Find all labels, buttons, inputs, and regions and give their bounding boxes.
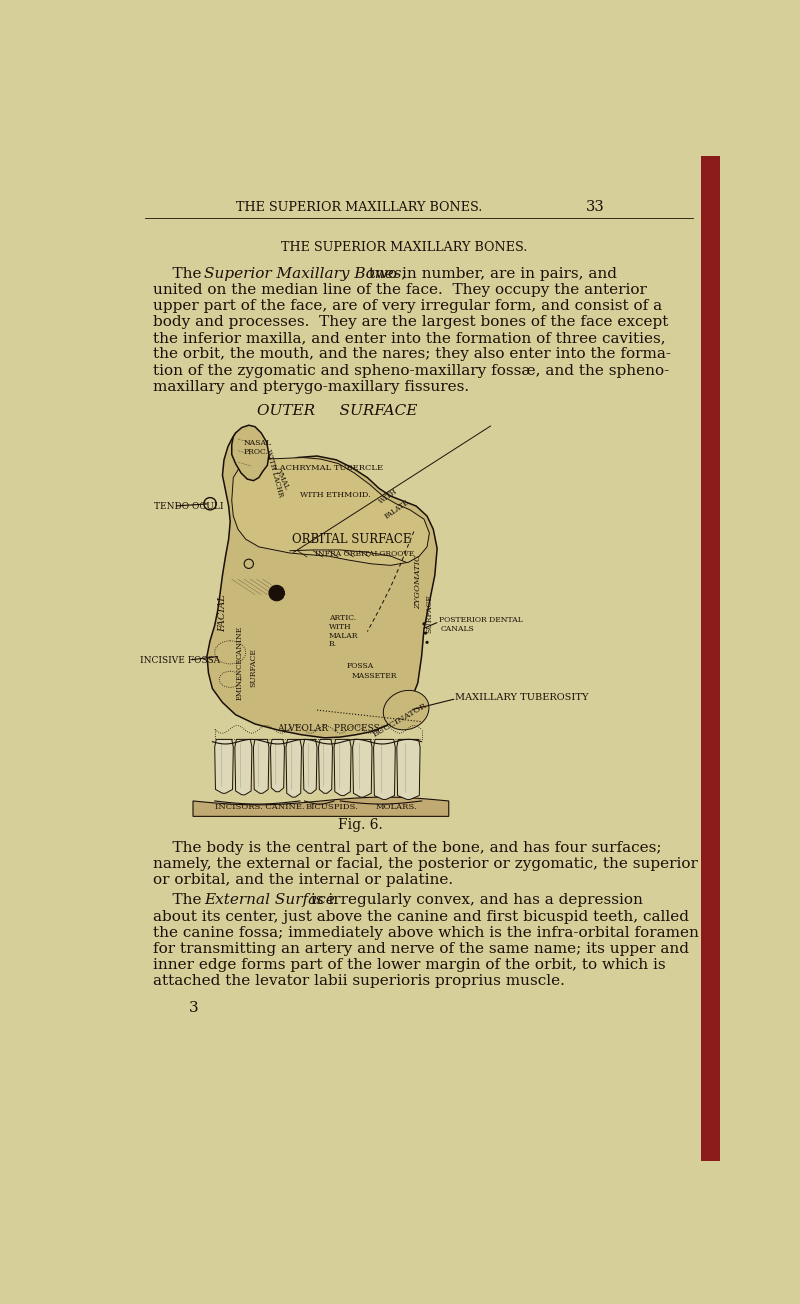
Text: MAXILLARY TUBEROSITY: MAXILLARY TUBEROSITY xyxy=(455,694,589,702)
Polygon shape xyxy=(374,739,395,799)
Text: FACIAL: FACIAL xyxy=(218,595,227,632)
Polygon shape xyxy=(193,797,449,816)
Text: PALATE: PALATE xyxy=(383,498,410,522)
Text: about its center, just above the canine and first bicuspid teeth, called: about its center, just above the canine … xyxy=(153,910,689,923)
Polygon shape xyxy=(232,458,430,566)
Polygon shape xyxy=(286,739,302,797)
Text: 3: 3 xyxy=(189,1001,198,1016)
Polygon shape xyxy=(303,739,317,793)
Text: namely, the external or facial, the posterior or zygomatic, the superior: namely, the external or facial, the post… xyxy=(153,857,698,871)
Text: MALAR: MALAR xyxy=(329,631,358,639)
Text: ZYGOMATIC: ZYGOMATIC xyxy=(414,554,422,609)
Text: TENDO OCULI: TENDO OCULI xyxy=(154,502,224,511)
Ellipse shape xyxy=(383,690,429,730)
Circle shape xyxy=(422,622,426,626)
Text: BICUSPIDS.: BICUSPIDS. xyxy=(306,802,358,811)
Text: CANALS: CANALS xyxy=(441,626,474,634)
Text: External Surface: External Surface xyxy=(204,893,334,908)
Text: attached the levator labii superioris proprius muscle.: attached the levator labii superioris pr… xyxy=(153,974,565,988)
Text: Fig. 6.: Fig. 6. xyxy=(338,818,382,832)
Polygon shape xyxy=(207,429,437,738)
Text: WITH: WITH xyxy=(329,623,351,631)
Text: maxillary and pterygo-maxillary fissures.: maxillary and pterygo-maxillary fissures… xyxy=(153,379,469,394)
Circle shape xyxy=(424,631,427,635)
Circle shape xyxy=(426,640,429,644)
Text: for transmitting an artery and nerve of the same name; its upper and: for transmitting an artery and nerve of … xyxy=(153,941,689,956)
Text: INFRA ORBITALGROOVE: INFRA ORBITALGROOVE xyxy=(315,550,414,558)
Text: 33: 33 xyxy=(586,201,605,214)
Polygon shape xyxy=(318,739,333,793)
Text: MOLARS.: MOLARS. xyxy=(375,802,417,811)
Text: ORBITAL SURFACE: ORBITAL SURFACE xyxy=(292,533,412,546)
Text: upper part of the face, are of very irregular form, and consist of a: upper part of the face, are of very irre… xyxy=(153,299,662,313)
Text: INCISIVE FOSSA: INCISIVE FOSSA xyxy=(140,656,221,665)
Text: FOSSA: FOSSA xyxy=(346,662,374,670)
Polygon shape xyxy=(254,739,269,793)
Text: WITH LACHR: WITH LACHR xyxy=(264,449,285,498)
Text: BUCCINATOR: BUCCINATOR xyxy=(371,700,428,738)
Polygon shape xyxy=(353,739,372,797)
Text: NASAL
PROC.: NASAL PROC. xyxy=(243,439,271,456)
Text: The: The xyxy=(153,266,206,280)
Text: SURFACE: SURFACE xyxy=(250,648,258,687)
Polygon shape xyxy=(232,425,269,481)
Text: ALVEOLAR  PROCESS.: ALVEOLAR PROCESS. xyxy=(277,724,382,733)
Text: OUTER     SURFACE: OUTER SURFACE xyxy=(257,404,417,417)
Text: inner edge forms part of the lower margin of the orbit, to which is: inner edge forms part of the lower margi… xyxy=(153,958,666,971)
Text: SURFACE: SURFACE xyxy=(426,595,434,634)
Text: the canine fossa; immediately above which is the infra-orbital foramen: the canine fossa; immediately above whic… xyxy=(153,926,698,940)
Text: the orbit, the mouth, and the nares; they also enter into the forma-: the orbit, the mouth, and the nares; the… xyxy=(153,347,670,361)
Text: POSTERIOR DENTAL: POSTERIOR DENTAL xyxy=(439,617,523,625)
Text: LACHRYMAL TUBERCLE: LACHRYMAL TUBERCLE xyxy=(274,464,383,472)
Text: The body is the central part of the bone, and has four surfaces;: The body is the central part of the bone… xyxy=(153,841,662,855)
Text: the inferior maxilla, and enter into the formation of three cavities,: the inferior maxilla, and enter into the… xyxy=(153,331,666,346)
Text: CANINE: CANINE xyxy=(236,626,244,659)
Text: two in number, are in pairs, and: two in number, are in pairs, and xyxy=(364,266,617,280)
Text: ARTIC.: ARTIC. xyxy=(329,614,356,622)
Polygon shape xyxy=(270,739,285,792)
Text: or orbital, and the internal or palatine.: or orbital, and the internal or palatine… xyxy=(153,874,453,887)
Text: is irregularly convex, and has a depression: is irregularly convex, and has a depress… xyxy=(306,893,643,908)
Text: united on the median line of the face.  They occupy the anterior: united on the median line of the face. T… xyxy=(153,283,646,297)
Text: B.: B. xyxy=(329,640,337,648)
Text: EMINENCE: EMINENCE xyxy=(236,657,244,700)
Text: Superior Maxillary Bones,: Superior Maxillary Bones, xyxy=(204,266,406,280)
Circle shape xyxy=(269,585,285,601)
Text: THE SUPERIOR MAXILLARY BONES.: THE SUPERIOR MAXILLARY BONES. xyxy=(282,241,528,254)
Text: tion of the zygomatic and spheno-maxillary fossæ, and the spheno-: tion of the zygomatic and spheno-maxilla… xyxy=(153,364,669,378)
Text: WITH: WITH xyxy=(378,486,399,505)
Text: WITH ETHMOID.: WITH ETHMOID. xyxy=(300,490,370,498)
Polygon shape xyxy=(235,739,252,795)
Polygon shape xyxy=(334,739,351,795)
Text: body and processes.  They are the largest bones of the face except: body and processes. They are the largest… xyxy=(153,316,668,329)
Text: THE SUPERIOR MAXILLARY BONES.: THE SUPERIOR MAXILLARY BONES. xyxy=(236,201,482,214)
Polygon shape xyxy=(214,739,234,793)
Text: MASSETER: MASSETER xyxy=(352,672,398,679)
Text: The: The xyxy=(153,893,206,908)
Polygon shape xyxy=(397,739,420,799)
Bar xyxy=(701,156,720,1161)
Text: YMAL: YMAL xyxy=(274,468,290,490)
Text: INCISORS. CANINE.: INCISORS. CANINE. xyxy=(214,802,304,811)
